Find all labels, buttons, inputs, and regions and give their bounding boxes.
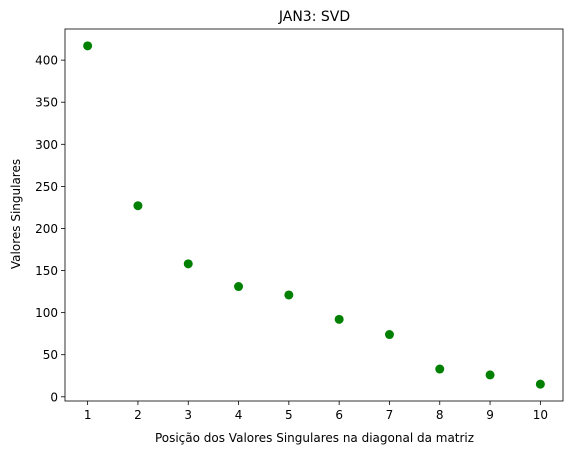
- data-point: [485, 370, 495, 380]
- y-tick-label: 100: [35, 306, 58, 320]
- x-tick-label: 2: [134, 408, 142, 422]
- data-point: [435, 364, 445, 374]
- x-tick-label: 10: [533, 408, 548, 422]
- y-tick-label: 400: [35, 54, 58, 68]
- x-tick-label: 6: [335, 408, 343, 422]
- y-axis-label: Valores Singulares: [9, 159, 23, 269]
- y-tick-label: 200: [35, 222, 58, 236]
- data-point: [83, 41, 93, 51]
- y-tick-label: 350: [35, 96, 58, 110]
- data-point: [284, 290, 294, 300]
- y-tick-label: 50: [43, 348, 58, 362]
- data-point: [334, 314, 344, 324]
- data-point: [384, 330, 394, 340]
- data-point: [535, 379, 545, 389]
- x-tick-label: 1: [84, 408, 92, 422]
- data-point: [234, 282, 244, 292]
- x-tick-label: 7: [386, 408, 394, 422]
- x-tick-label: 4: [235, 408, 243, 422]
- x-tick-label: 5: [285, 408, 293, 422]
- x-tick-label: 8: [436, 408, 444, 422]
- data-point: [183, 259, 193, 269]
- y-tick-label: 0: [50, 390, 58, 404]
- x-axis-label: Posição dos Valores Singulares na diagon…: [155, 431, 474, 445]
- y-tick-label: 300: [35, 138, 58, 152]
- chart-title: JAN3: SVD: [278, 9, 350, 25]
- y-tick-label: 150: [35, 264, 58, 278]
- axes-frame: [64, 28, 564, 402]
- x-tick-label: 3: [184, 408, 192, 422]
- y-tick-label: 250: [35, 180, 58, 194]
- data-point: [133, 201, 143, 211]
- x-tick-label: 9: [486, 408, 494, 422]
